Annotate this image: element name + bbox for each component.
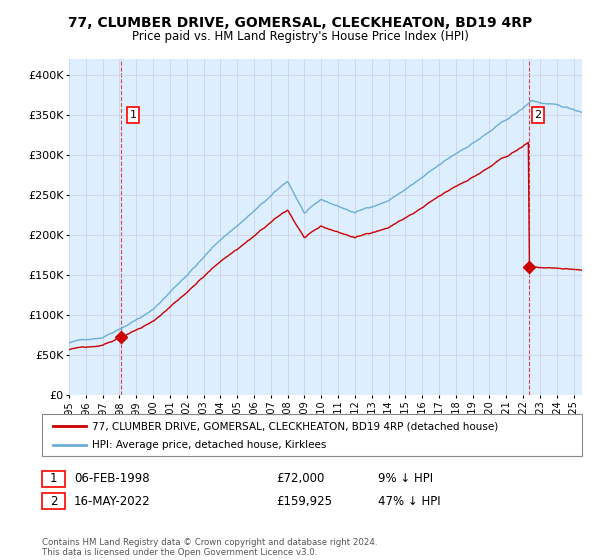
Text: 77, CLUMBER DRIVE, GOMERSAL, CLECKHEATON, BD19 4RP (detached house): 77, CLUMBER DRIVE, GOMERSAL, CLECKHEATON…: [92, 421, 498, 431]
Text: HPI: Average price, detached house, Kirklees: HPI: Average price, detached house, Kirk…: [92, 440, 326, 450]
Text: 2: 2: [535, 110, 542, 120]
Text: 1: 1: [130, 110, 137, 120]
Text: 2: 2: [50, 494, 57, 508]
Text: £72,000: £72,000: [276, 472, 325, 486]
Text: 47% ↓ HPI: 47% ↓ HPI: [378, 494, 440, 508]
Text: £159,925: £159,925: [276, 494, 332, 508]
Text: 9% ↓ HPI: 9% ↓ HPI: [378, 472, 433, 486]
Text: 06-FEB-1998: 06-FEB-1998: [74, 472, 149, 486]
Text: 77, CLUMBER DRIVE, GOMERSAL, CLECKHEATON, BD19 4RP: 77, CLUMBER DRIVE, GOMERSAL, CLECKHEATON…: [68, 16, 532, 30]
Text: Contains HM Land Registry data © Crown copyright and database right 2024.
This d: Contains HM Land Registry data © Crown c…: [42, 538, 377, 557]
Text: 16-MAY-2022: 16-MAY-2022: [74, 494, 151, 508]
Text: 1: 1: [50, 472, 57, 486]
Text: Price paid vs. HM Land Registry's House Price Index (HPI): Price paid vs. HM Land Registry's House …: [131, 30, 469, 43]
